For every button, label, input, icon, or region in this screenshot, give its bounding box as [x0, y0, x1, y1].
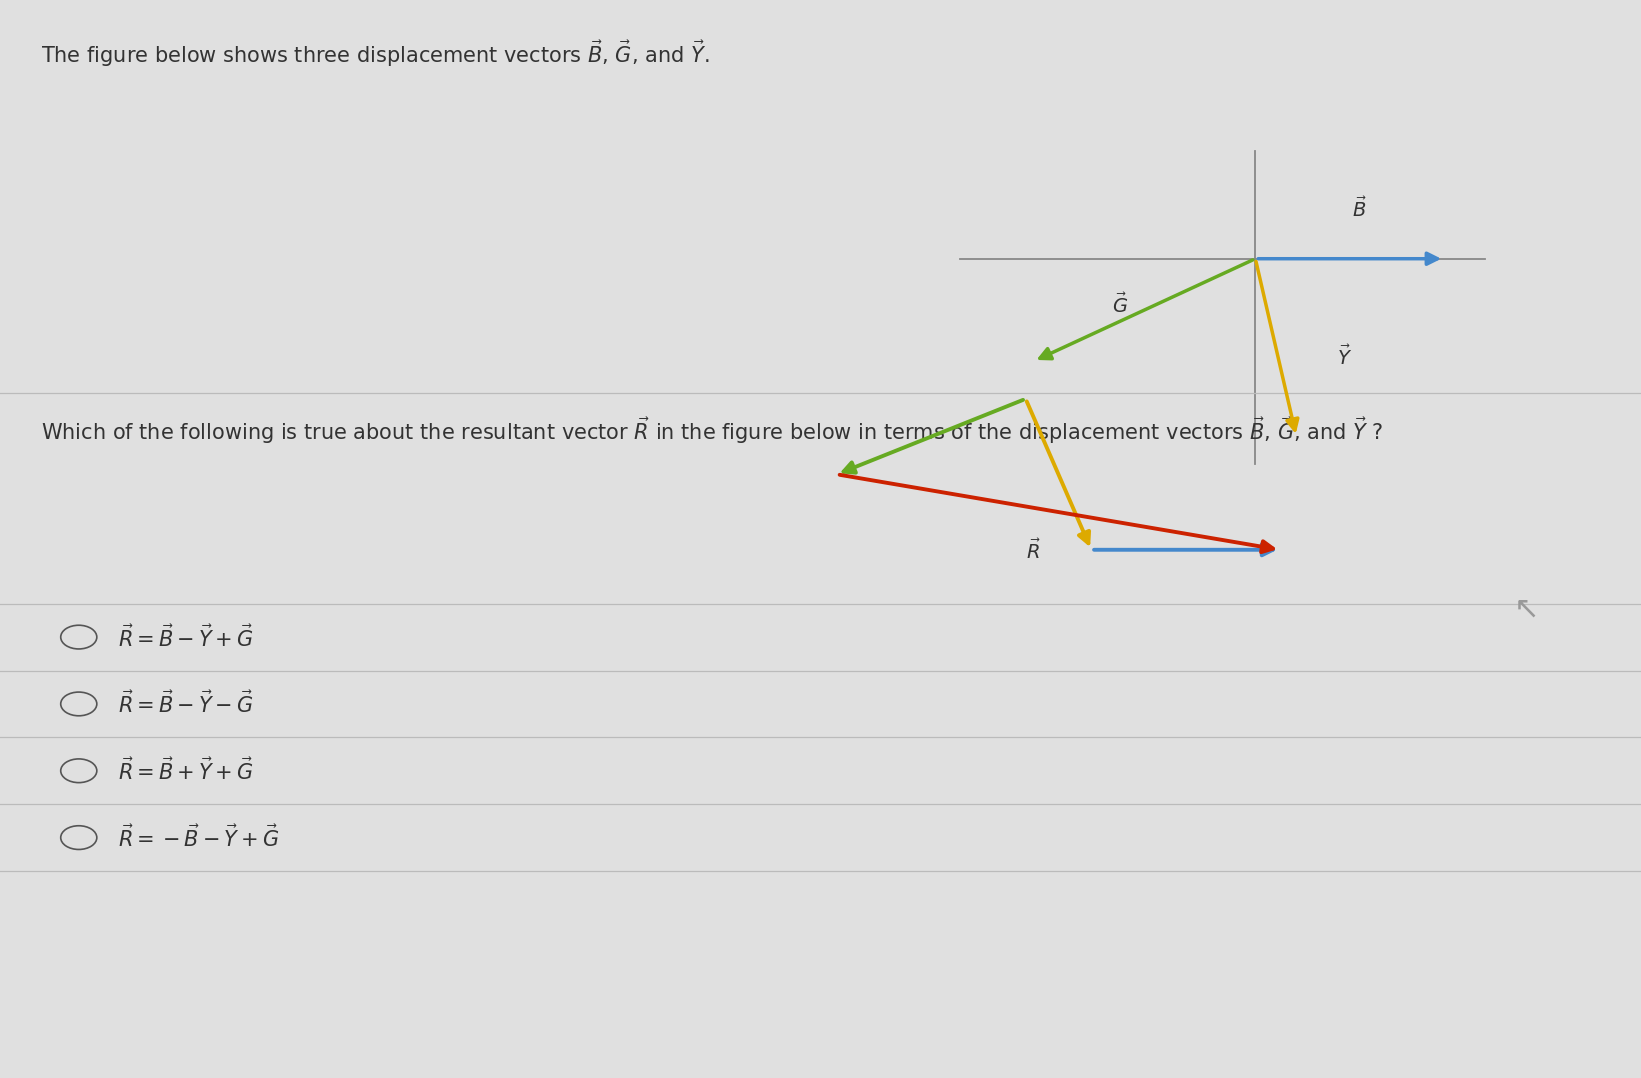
Text: ↖: ↖ [1513, 595, 1539, 623]
Text: $\vec{R} = \vec{B} - \vec{Y} + \vec{G}$: $\vec{R} = \vec{B} - \vec{Y} + \vec{G}$ [118, 624, 254, 650]
Text: $\vec{R} = -\vec{B} - \vec{Y} + \vec{G}$: $\vec{R} = -\vec{B} - \vec{Y} + \vec{G}$ [118, 825, 279, 851]
Text: The figure below shows three displacement vectors $\vec{B}$, $\vec{G}$, and $\ve: The figure below shows three displacemen… [41, 38, 709, 69]
Text: $\vec{R}$: $\vec{R}$ [1026, 539, 1042, 563]
Text: Which of the following is true about the resultant vector $\vec{R}$ in the figur: Which of the following is true about the… [41, 415, 1383, 446]
Text: $\vec{R} = \vec{B} - \vec{Y} - \vec{G}$: $\vec{R} = \vec{B} - \vec{Y} - \vec{G}$ [118, 691, 254, 717]
Text: $\vec{G}$: $\vec{G}$ [1113, 292, 1129, 317]
Text: $\vec{B}$: $\vec{B}$ [1352, 197, 1367, 221]
Text: $\vec{R} = \vec{B} + \vec{Y} + \vec{G}$: $\vec{R} = \vec{B} + \vec{Y} + \vec{G}$ [118, 758, 254, 784]
Text: $\vec{Y}$: $\vec{Y}$ [1337, 345, 1352, 369]
